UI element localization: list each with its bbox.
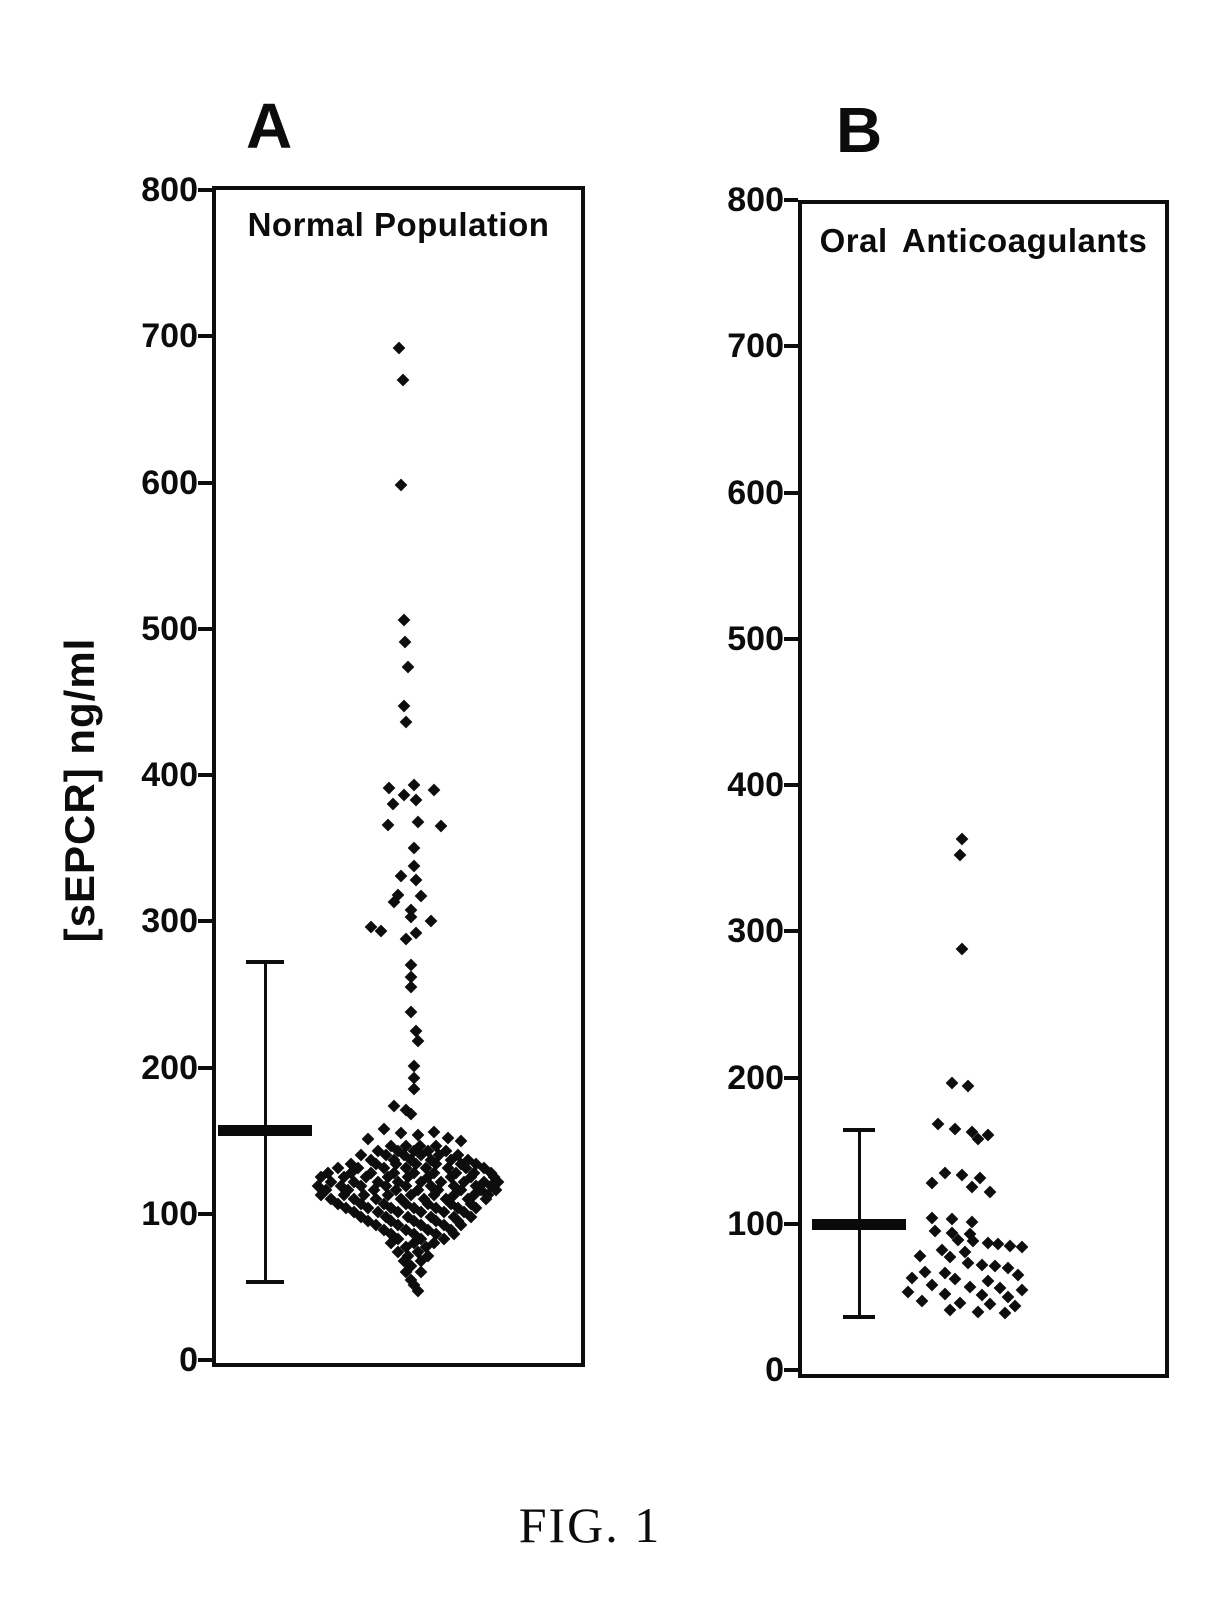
y-axis-tick-label: 300 — [141, 902, 198, 941]
y-axis-tick-label: 500 — [141, 609, 198, 648]
y-axis-tick-label: 600 — [727, 473, 784, 512]
y-axis-tick — [198, 1065, 212, 1070]
y-axis-tick-label: 400 — [727, 766, 784, 804]
error-bar-line — [263, 962, 267, 1283]
panel-a-letter: A — [246, 90, 293, 162]
mean-bar — [218, 1125, 312, 1137]
y-axis-tick — [198, 188, 212, 192]
y-axis-tick — [784, 344, 798, 349]
y-axis-tick-label: 800 — [141, 171, 198, 209]
y-axis-tick — [198, 773, 212, 777]
y-axis-tick-label: 400 — [141, 756, 198, 794]
y-axis-title: [sEPCR] ng/ml — [56, 637, 103, 943]
y-axis-tick — [784, 1368, 798, 1372]
panel-a-title: Normal Population — [247, 206, 550, 243]
panel-b-title: Oral Anticoagulants — [819, 222, 1148, 259]
y-axis-tick-label: 100 — [727, 1204, 784, 1243]
mean-bar — [812, 1218, 906, 1230]
error-bar-cap-top — [843, 1128, 875, 1133]
panel-b-letter: B — [836, 94, 883, 166]
y-axis-tick — [198, 1358, 212, 1362]
y-axis-tick — [784, 198, 798, 202]
error-bar-cap-bottom — [246, 1280, 284, 1285]
y-axis-tick-label: 700 — [727, 327, 784, 366]
y-axis-tick-label: 0 — [765, 1351, 784, 1389]
y-axis-tick — [198, 626, 212, 631]
y-axis-tick-label: 300 — [727, 912, 784, 951]
error-bar-cap-bottom — [843, 1315, 875, 1320]
y-axis-tick — [198, 919, 212, 924]
y-axis-tick — [784, 1221, 798, 1226]
y-axis-tick-label: 0 — [179, 1341, 198, 1379]
y-axis-tick — [784, 490, 798, 495]
y-axis-tick — [784, 783, 798, 787]
y-axis-tick-label: 200 — [727, 1058, 784, 1097]
y-axis-tick-label: 200 — [141, 1048, 198, 1087]
y-axis-tick — [784, 636, 798, 641]
y-axis-tick — [784, 1075, 798, 1080]
error-bar-cap-top — [246, 960, 284, 965]
figure-caption: FIG. 1 — [518, 1497, 662, 1553]
y-axis-tick-label: 800 — [727, 181, 784, 219]
y-axis-tick-label: 100 — [141, 1194, 198, 1233]
panel-b-plot-area: Oral Anticoagulants — [798, 200, 1169, 1378]
y-axis-tick-label: 600 — [141, 463, 198, 502]
y-axis-tick — [198, 334, 212, 339]
y-axis-tick-label: 500 — [727, 619, 784, 658]
y-axis-tick — [198, 1211, 212, 1216]
y-axis-tick — [198, 480, 212, 485]
y-axis-tick — [784, 929, 798, 934]
y-axis-tick-label: 700 — [141, 317, 198, 356]
